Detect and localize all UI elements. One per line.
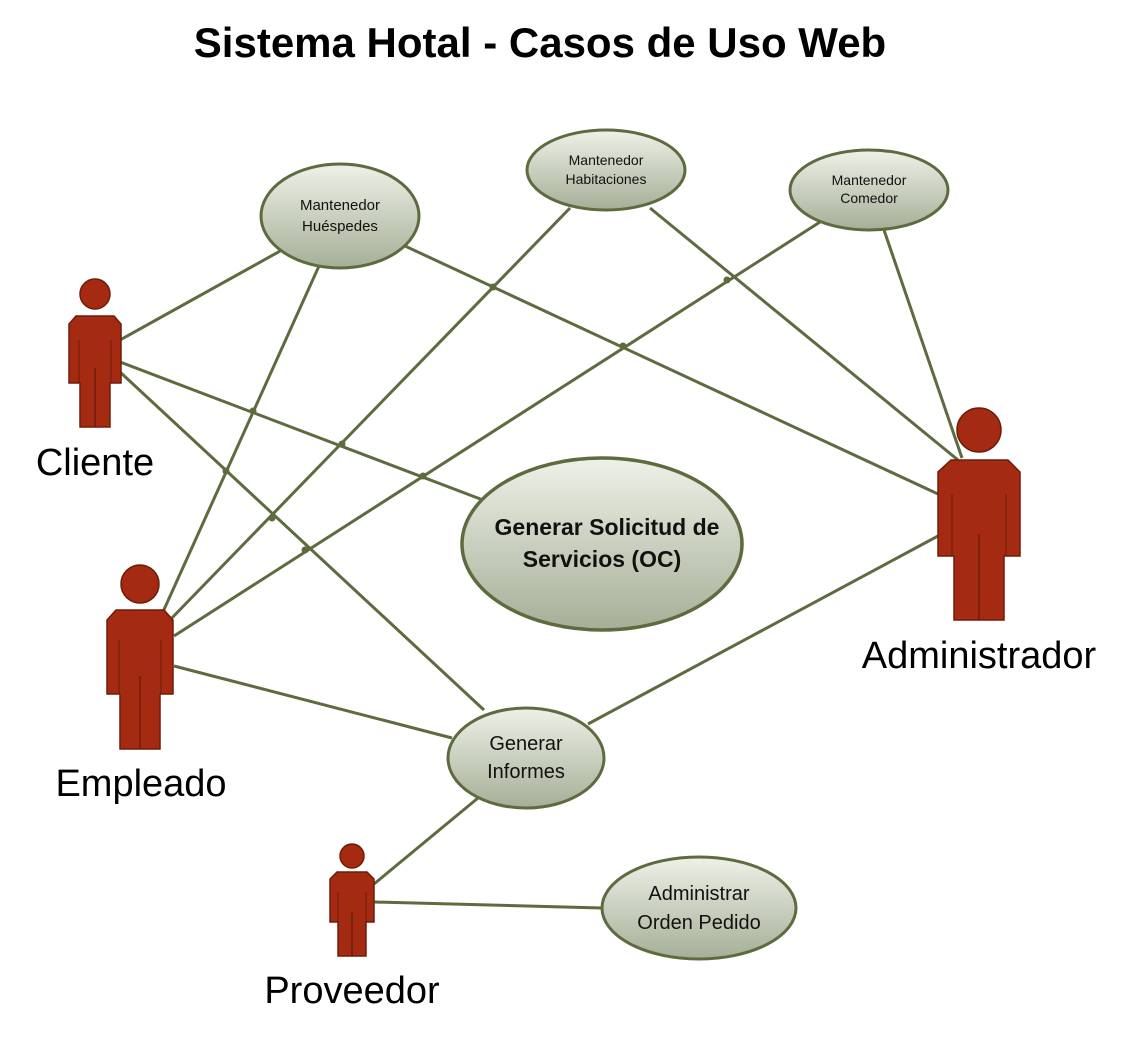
use-case-label: Mantenedor (300, 197, 380, 214)
actor-label: Proveedor (264, 970, 440, 1012)
use-case-label: Informes (487, 761, 565, 783)
actor-figure-icon (68, 278, 122, 428)
crossing-dot (301, 546, 309, 554)
actor-label: Administrador (862, 635, 1097, 677)
actor-figure-icon (329, 843, 375, 957)
actor-figure-icon (937, 407, 1021, 621)
association-empleado-mantenedor-huespedes (160, 265, 321, 615)
crossing-dot (723, 276, 731, 284)
association-cliente-mantenedor-huespedes (119, 248, 283, 342)
use-case-label: Mantenedor (832, 172, 907, 188)
use-case-mantenedor-comedor[interactable]: Mantenedor Comedor (788, 148, 950, 232)
use-case-label: Huéspedes (302, 218, 378, 235)
actor-administrador[interactable]: Administrador (862, 407, 1097, 677)
crossing-dot (249, 407, 257, 415)
use-case-label: Comedor (840, 190, 898, 206)
use-case-label: Habitaciones (566, 171, 647, 187)
actor-label: Cliente (36, 442, 154, 484)
use-case-label: Generar (489, 733, 563, 755)
use-case-label: Generar Solicitud de (495, 514, 720, 540)
use-case-label: Administrar (648, 883, 749, 905)
association-empleado-generar-informes (173, 664, 453, 740)
use-case-administrar-orden-pedido[interactable]: Administrar Orden Pedido (600, 855, 798, 961)
crossing-markers (222, 276, 731, 554)
crossing-dot (489, 283, 497, 291)
association-lines (118, 206, 964, 910)
association-administrador-mantenedor-habitaciones (649, 206, 959, 462)
association-cliente-generar-informes (118, 370, 486, 712)
use-case-mantenedor-huespedes[interactable]: Mantenedor Huéspedes (259, 162, 421, 270)
association-administrador-mantenedor-comedor (882, 229, 964, 459)
actor-figure-icon (106, 564, 174, 750)
association-cliente-generar-solicitud (119, 360, 484, 502)
association-empleado-mantenedor-habitaciones (166, 206, 572, 624)
use-case-label: Mantenedor (569, 152, 644, 168)
use-case-generar-solicitud-servicios[interactable]: Generar Solicitud de Servicios (OC) (460, 456, 744, 632)
actor-empleado[interactable]: Empleado (55, 564, 227, 805)
association-administrador-generar-informes (587, 534, 939, 726)
crossing-dot (222, 467, 230, 475)
crossing-dot (338, 440, 346, 448)
diagram-title: Sistema Hotal - Casos de Uso Web (194, 19, 886, 66)
crossing-dot (619, 342, 627, 350)
actor-label: Empleado (55, 763, 226, 805)
association-proveedor-administrar-orden (373, 900, 603, 910)
association-empleado-mantenedor-comedor (173, 220, 821, 638)
use-case-mantenedor-habitaciones[interactable]: Mantenedor Habitaciones (525, 128, 687, 212)
use-case-generar-informes[interactable]: Generar Informes (446, 706, 606, 810)
use-case-label: Orden Pedido (637, 912, 760, 934)
association-administrador-mantenedor-huespedes (404, 244, 939, 496)
actor-cliente[interactable]: Cliente (36, 278, 154, 484)
association-proveedor-generar-informes (373, 796, 479, 886)
actor-proveedor[interactable]: Proveedor (264, 843, 440, 1012)
crossing-dot (268, 514, 276, 522)
use-case-label: Servicios (OC) (523, 546, 682, 572)
crossing-dot (419, 472, 427, 480)
